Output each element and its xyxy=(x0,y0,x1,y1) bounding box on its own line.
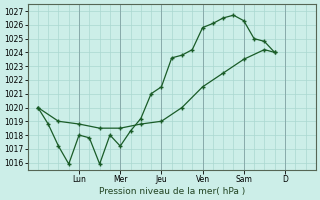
X-axis label: Pression niveau de la mer( hPa ): Pression niveau de la mer( hPa ) xyxy=(99,187,245,196)
